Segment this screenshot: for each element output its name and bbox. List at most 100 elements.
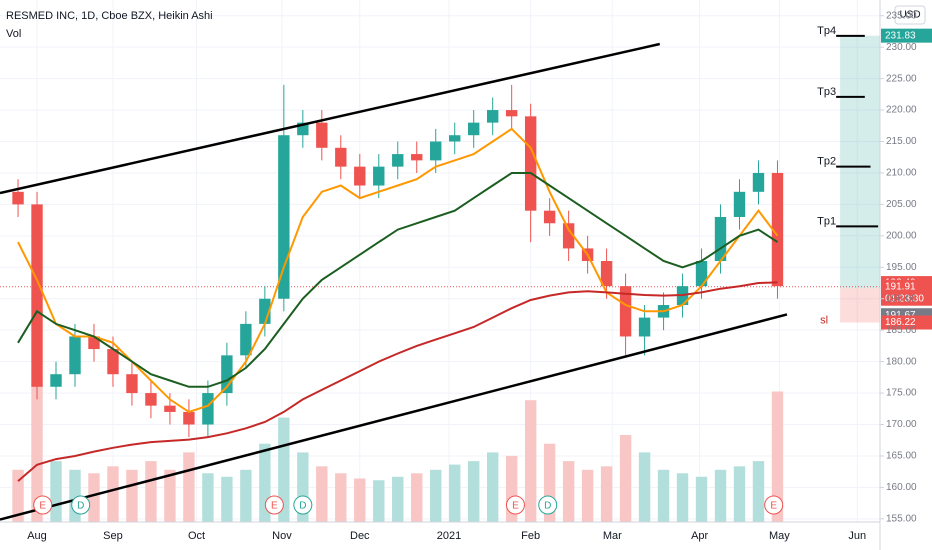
volume-bar: [240, 469, 252, 522]
y-tick-label: 220.00: [886, 105, 917, 116]
volume-bar: [335, 473, 347, 522]
volume-bar: [164, 469, 176, 522]
candle-body: [354, 166, 366, 186]
price-tag: [881, 279, 932, 306]
currency-box[interactable]: [894, 5, 926, 25]
candle-body: [486, 110, 499, 123]
volume-bar: [88, 473, 100, 522]
volume-bar: [619, 435, 632, 522]
candle-body: [202, 393, 214, 425]
volume-bar: [486, 452, 499, 522]
candle-body: [107, 349, 119, 375]
x-tick-label: Mar: [603, 530, 622, 542]
volume-bar: [145, 461, 157, 522]
volume-bar: [221, 476, 233, 522]
price-tag-label: 231.83: [885, 30, 916, 41]
volume-bar: [411, 473, 423, 522]
event-marker: [764, 495, 784, 515]
candle-body: [12, 191, 24, 205]
candle-body: [733, 191, 746, 217]
candle-body: [524, 116, 537, 211]
volume-bar: [259, 443, 271, 522]
volume-bar: [354, 478, 366, 522]
moving-average: [17, 281, 778, 482]
y-tick-label: 205.00: [886, 199, 917, 210]
volume-bar: [316, 466, 328, 522]
trend-line: [0, 42, 661, 195]
candle-body: [714, 216, 727, 261]
candle-body: [752, 172, 765, 192]
moving-average: [17, 127, 779, 414]
marks: [12, 84, 784, 482]
price-tag: [881, 315, 932, 330]
x-tick-label: 2021: [437, 530, 461, 542]
candle-body: [164, 405, 176, 412]
currency[interactable]: USD: [899, 10, 920, 21]
y-tick-label: 175.00: [886, 388, 917, 399]
volume-bar: [695, 476, 708, 522]
event-marker: [538, 495, 558, 515]
moving-average: [17, 172, 779, 388]
volume-bar: [202, 473, 214, 522]
y-tick-label: 200.00: [886, 230, 917, 241]
candle-body: [50, 374, 62, 387]
event-marker: [264, 495, 284, 515]
y-tick-label: 160.00: [886, 482, 917, 493]
volume-bar: [107, 466, 119, 522]
target-label: Tp1: [817, 215, 836, 227]
x-tick-label: Dec: [350, 530, 370, 542]
candle-body: [430, 141, 442, 161]
x-tick-label: Jun: [848, 530, 866, 542]
volume-bar: [543, 443, 556, 522]
volume-bar: [562, 461, 575, 522]
event-marker: [71, 495, 91, 515]
trend-line: [0, 313, 788, 521]
price-tag-label: 191.67: [885, 310, 916, 321]
chart-title: RESMED INC, 1D, Cboe BZX, Heikin Ashi: [6, 10, 213, 22]
candle-body: [88, 336, 100, 350]
x-tick-label: Aug: [27, 530, 47, 542]
volume-bar: [771, 391, 784, 522]
y-tick-label: 225.00: [886, 73, 917, 84]
candle-body: [468, 122, 480, 136]
event-label: E: [770, 501, 777, 512]
candle-body: [316, 122, 328, 148]
candle-body: [335, 147, 347, 167]
y-tick-label: 230.00: [886, 42, 917, 53]
stop-label: sl: [820, 314, 828, 326]
event-label: D: [299, 501, 306, 512]
event-label: D: [77, 501, 84, 512]
x-tick-label: Sep: [103, 530, 123, 542]
volume-bar: [278, 417, 290, 522]
y-tick-label: 155.00: [886, 513, 917, 524]
volume-bar: [430, 469, 442, 522]
candle-body: [278, 135, 290, 299]
candle-body: [240, 323, 252, 356]
event-marker: [33, 495, 53, 515]
event-label: E: [39, 501, 46, 512]
candle-body: [695, 261, 708, 287]
candle-body: [69, 336, 81, 375]
volume-bar: [373, 480, 385, 522]
y-tick-label: 210.00: [886, 168, 917, 179]
volume-label: Vol: [6, 28, 21, 40]
volume-bar: [714, 469, 727, 522]
y-tick-label: 185.00: [886, 325, 917, 336]
y-tick-label: 190.00: [886, 293, 917, 304]
volume-bar: [657, 469, 670, 522]
y-tick-label: 235.00: [886, 10, 917, 21]
candle-body: [638, 317, 651, 337]
candle-body: [411, 154, 423, 161]
y-tick-label: 165.00: [886, 451, 917, 462]
volume-bar: [468, 461, 480, 522]
candle-body: [771, 172, 784, 287]
x-tick-label: Feb: [521, 530, 540, 542]
volume-bar: [752, 461, 765, 522]
target-label: Tp2: [817, 156, 836, 168]
candle-body: [183, 411, 195, 425]
candle-body: [562, 223, 575, 249]
candle-body: [31, 204, 43, 387]
event-label: D: [544, 501, 551, 512]
